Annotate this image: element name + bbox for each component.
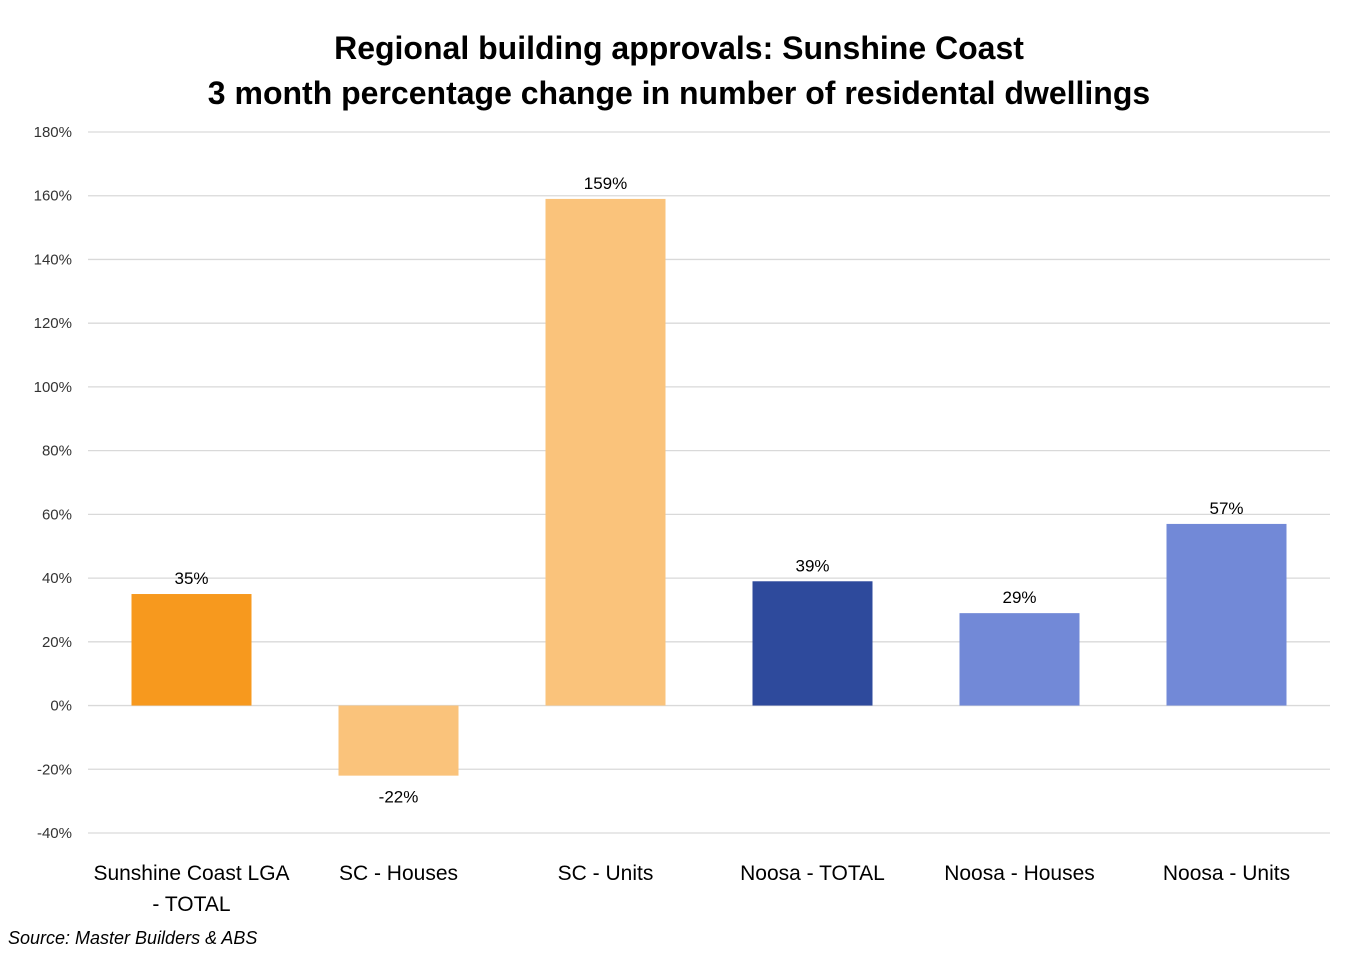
y-tick-label: 20% (42, 634, 72, 651)
data-label: 159% (584, 174, 627, 193)
y-tick-label: 140% (34, 251, 72, 268)
x-tick-label: SC - Houses (339, 862, 458, 885)
x-tick-label: - TOTAL (152, 893, 230, 916)
chart-title-line-1: Regional building approvals: Sunshine Co… (334, 30, 1024, 66)
y-axis-ticks: -40% -20% 0% 20% 40% 60% 80% 100% 120% 140% 160% 18… (34, 124, 72, 842)
bars (131, 198, 1287, 776)
data-labels: 35% -22% 159% 39% 29% 57% (174, 174, 1243, 807)
data-label: 35% (174, 569, 208, 588)
chart-subtitle: 3 month percentage change in number of r… (207, 75, 1151, 111)
gridlines (88, 131, 1330, 834)
y-tick-label: 60% (42, 506, 72, 523)
x-tick-label: Sunshine Coast LGA (93, 862, 289, 885)
y-tick-label: 80% (42, 443, 72, 460)
data-label: 29% (1002, 588, 1036, 607)
bar (1166, 523, 1287, 706)
y-tick-label: 0% (50, 698, 72, 715)
y-tick-label: 180% (34, 124, 72, 141)
x-tick-label: Noosa - Units (1163, 862, 1290, 885)
bar (131, 594, 252, 706)
x-axis-ticks: Sunshine Coast LGA - TOTAL SC - Houses SC -… (93, 862, 1290, 916)
x-tick-label: Noosa - TOTAL (740, 862, 885, 885)
y-tick-label: 100% (34, 379, 72, 396)
data-label: 39% (795, 556, 829, 575)
y-tick-label: 120% (34, 315, 72, 332)
bar (545, 198, 666, 706)
source-note: Source: Master Builders & ABS (8, 928, 258, 948)
bar (959, 613, 1080, 706)
bar (752, 581, 873, 706)
y-tick-label: -20% (37, 761, 72, 778)
data-label: 57% (1209, 499, 1243, 518)
bar (338, 705, 459, 776)
data-label: -22% (379, 788, 419, 807)
chart-title: Regional building approvals: Sunshine Co… (0, 26, 1360, 116)
x-tick-label: Noosa - Houses (944, 862, 1095, 885)
y-tick-label: 40% (42, 570, 72, 587)
x-tick-label: SC - Units (558, 862, 654, 885)
y-tick-label: 160% (34, 188, 72, 205)
y-tick-label: -40% (37, 825, 72, 842)
